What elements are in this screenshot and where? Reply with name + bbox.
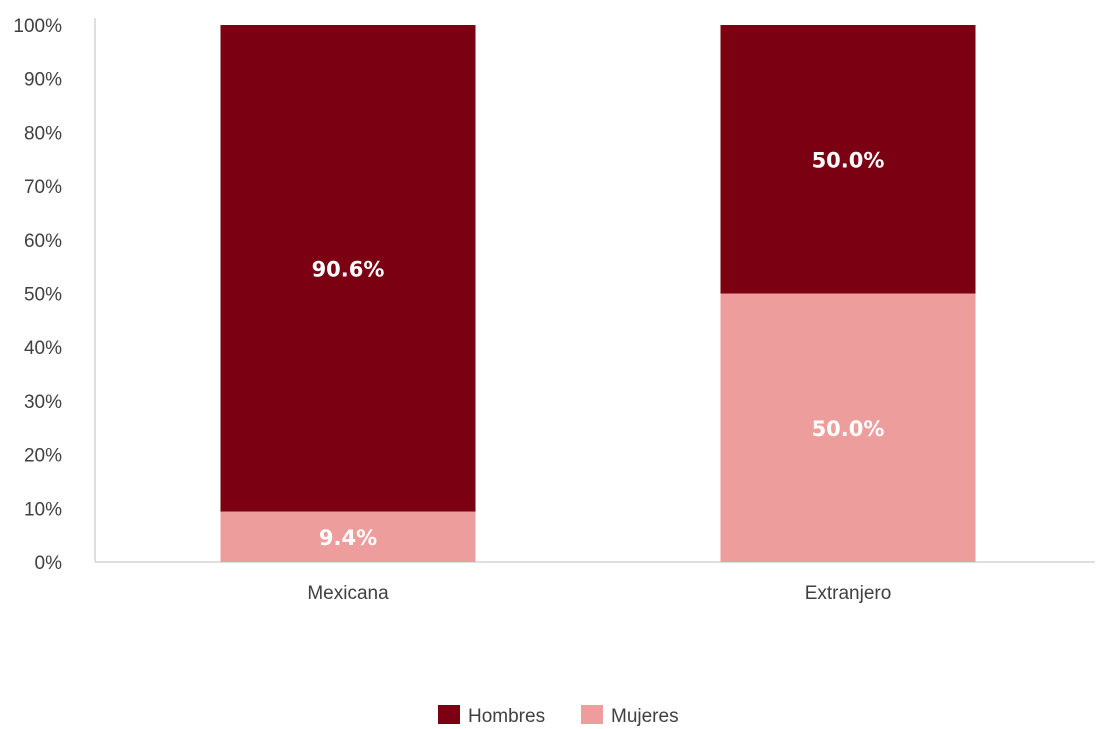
- y-tick-label: 30%: [24, 392, 62, 413]
- bar-hombres-extranjero: [720, 25, 976, 294]
- bar-mujeres-extranjero: [720, 293, 976, 562]
- data-label: 50.0%: [812, 417, 885, 441]
- data-label: 9.4%: [319, 526, 377, 550]
- category-labels: Mexicana Extranjero: [307, 583, 891, 604]
- y-tick-label: 50%: [24, 285, 62, 306]
- y-tick-label: 70%: [24, 177, 62, 198]
- legend: Hombres Mujeres: [438, 705, 679, 727]
- category-label: Mexicana: [307, 583, 389, 604]
- legend-label: Mujeres: [611, 706, 679, 727]
- legend-label: Hombres: [468, 706, 545, 727]
- legend-swatch-mujeres: [581, 705, 603, 724]
- data-label: 90.6%: [312, 257, 385, 281]
- y-tick-label: 20%: [24, 446, 62, 467]
- legend-swatch-hombres: [438, 705, 460, 724]
- y-tick-label: 60%: [24, 231, 62, 252]
- bar-hombres-mexicana: [220, 25, 476, 512]
- y-tick-label: 100%: [13, 16, 62, 37]
- y-tick-label: 0%: [35, 553, 63, 574]
- bars: [220, 25, 976, 562]
- y-tick-label: 80%: [24, 123, 62, 144]
- y-tick-label: 90%: [24, 70, 62, 91]
- y-axis-ticks: 0% 10% 20% 30% 40% 50% 60% 70% 80% 90% 100%: [13, 16, 62, 574]
- data-label: 50.0%: [812, 148, 885, 172]
- category-label: Extranjero: [805, 583, 892, 604]
- y-tick-label: 40%: [24, 338, 62, 359]
- bar-mujeres-mexicana: [220, 511, 476, 562]
- data-labels: 9.4% 90.6% 50.0% 50.0%: [312, 148, 885, 550]
- y-tick-label: 10%: [24, 499, 62, 520]
